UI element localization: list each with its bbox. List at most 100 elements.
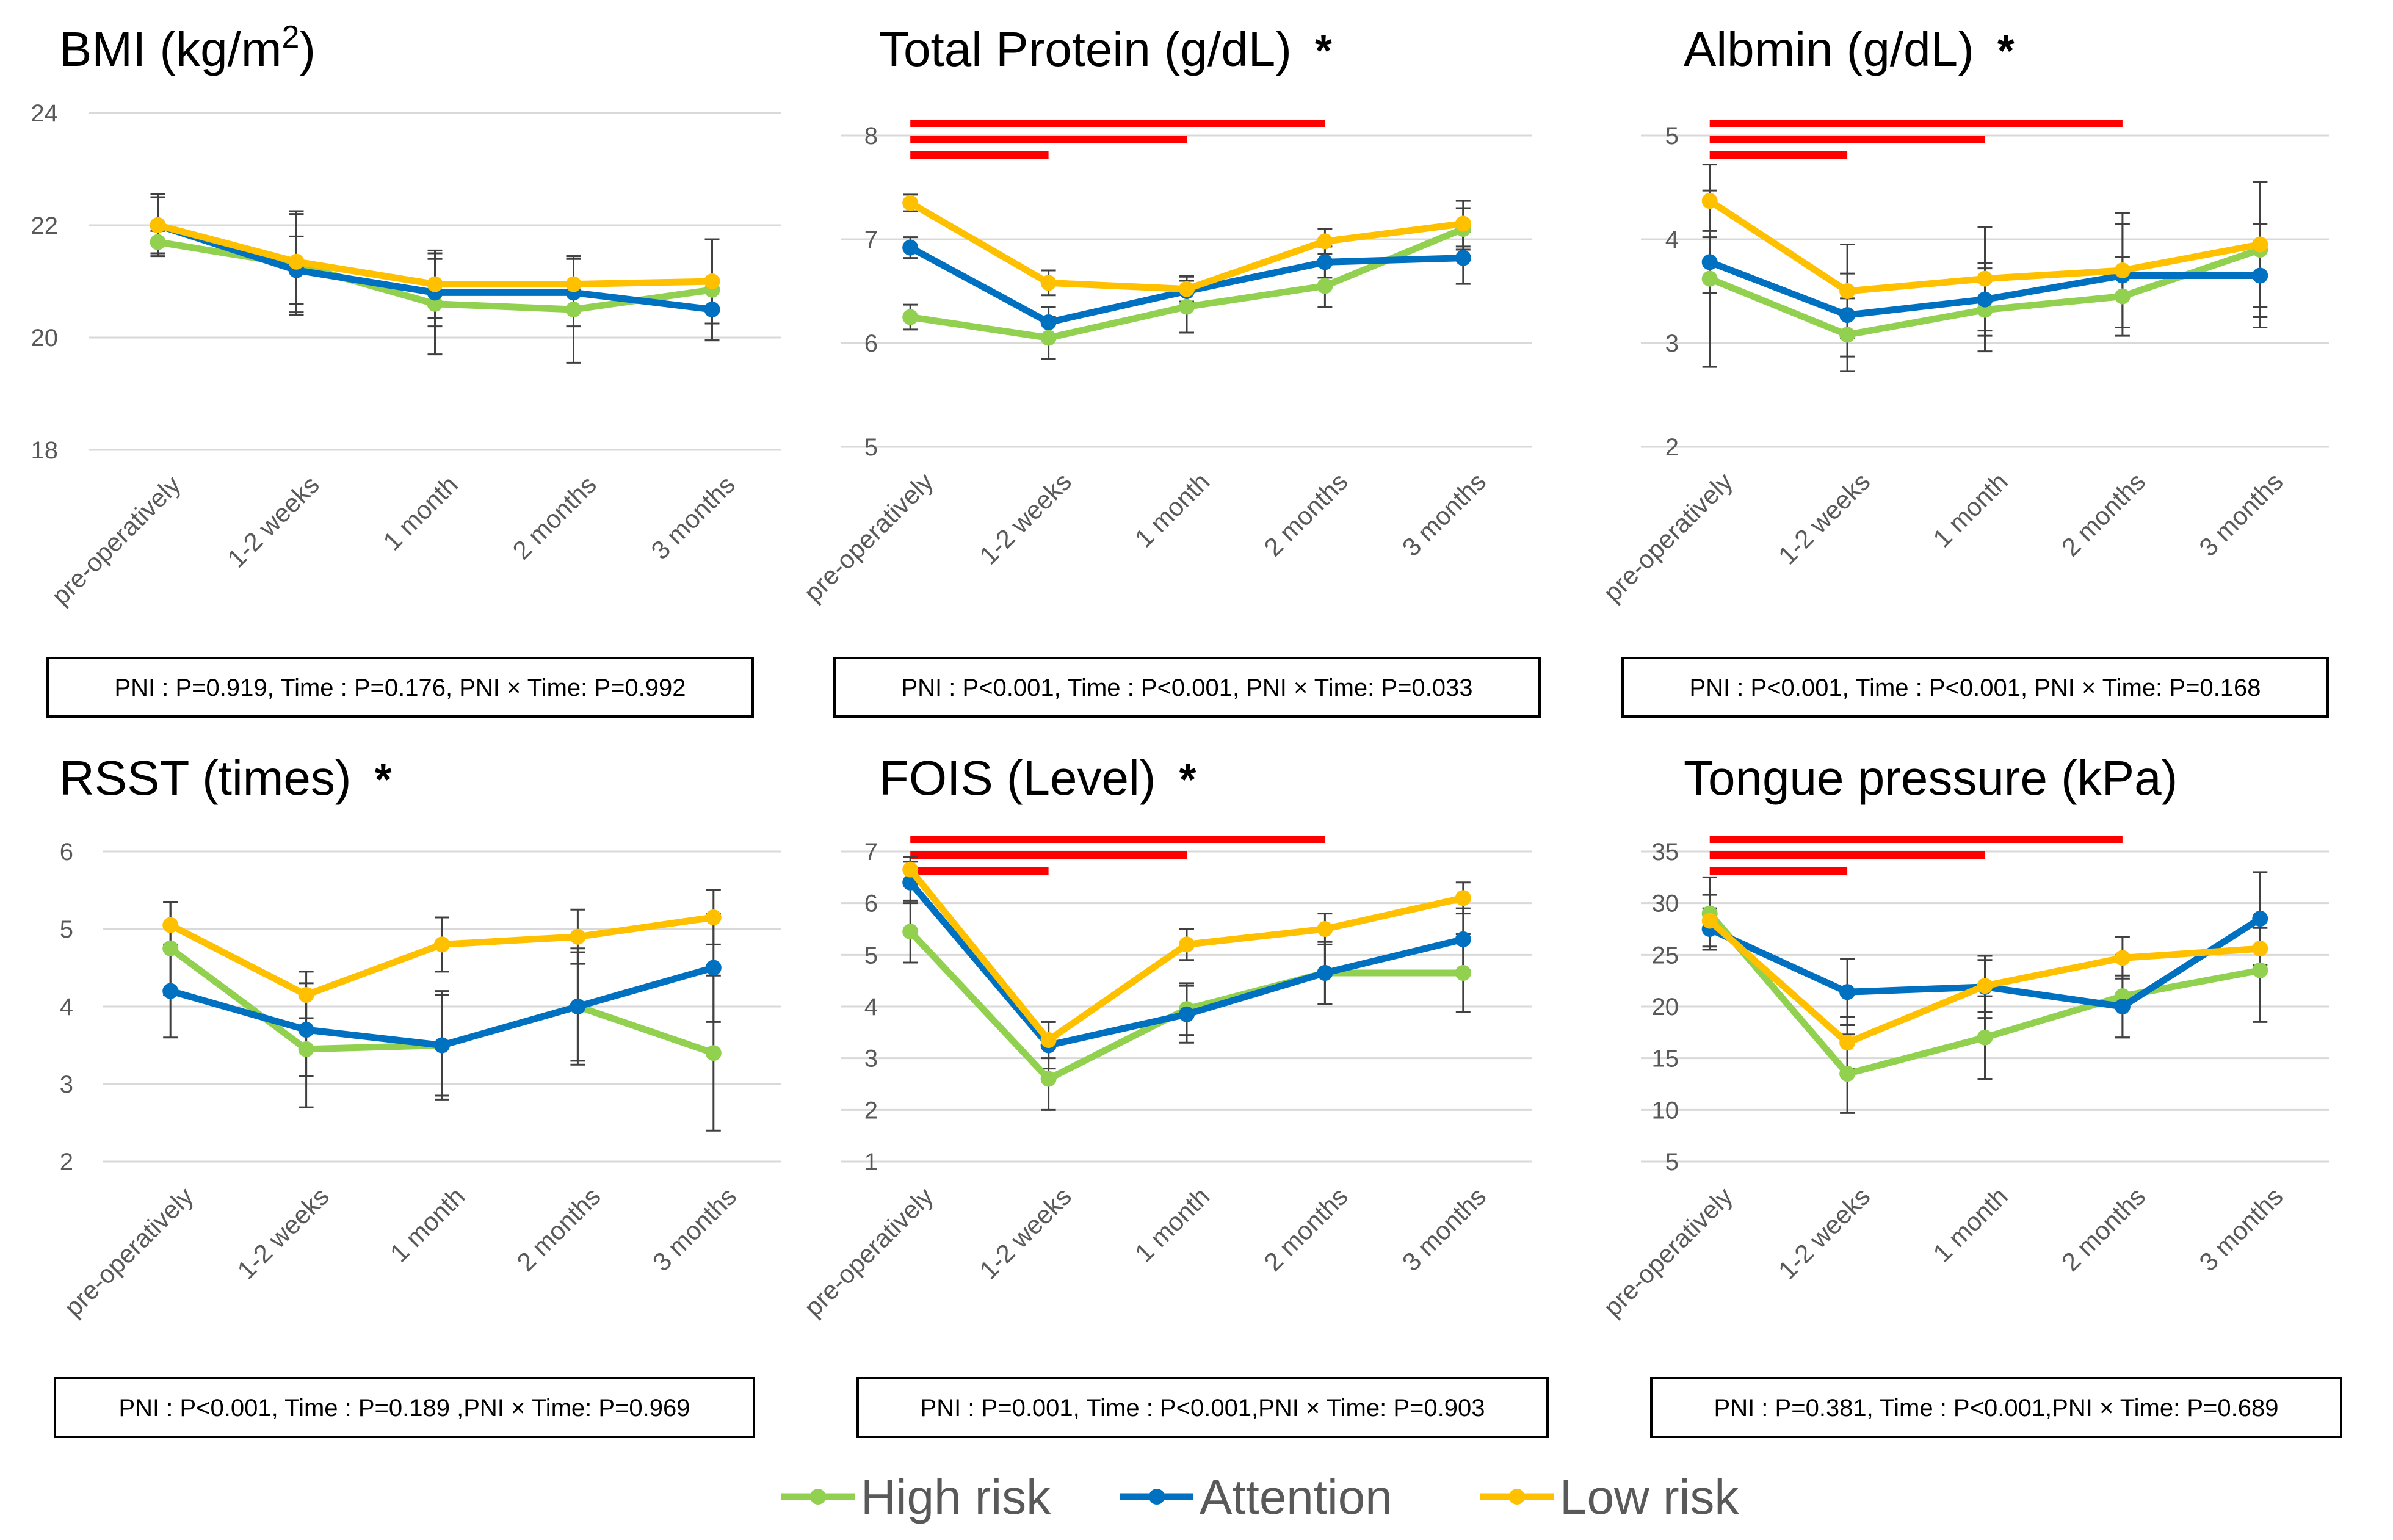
data-point (1839, 307, 1856, 324)
legend-label: Low risk (1560, 1470, 1739, 1524)
y-tick-label: 4 (60, 994, 73, 1021)
data-point (150, 217, 166, 233)
significance-star: * (1315, 27, 1332, 76)
stats-text: PNI : P=0.381, Time : P<0.001,PNI × Time… (1714, 1395, 2279, 1422)
data-point (1040, 1071, 1057, 1087)
data-point (1839, 984, 1856, 1000)
data-point (1701, 254, 1718, 270)
y-tick-label: 5 (864, 434, 878, 461)
stats-box (46, 657, 754, 718)
data-point (1839, 327, 1856, 343)
data-point (1977, 270, 1993, 287)
stats-box (833, 657, 1541, 718)
chart-title: RSST (times) (59, 751, 352, 805)
x-category-label: 1 month (377, 470, 463, 556)
x-category-label: pre-operatively (798, 1182, 939, 1322)
data-point (1040, 330, 1057, 346)
y-tick-label: 2 (60, 1149, 73, 1176)
x-category-label: 1-2 weeks (222, 470, 325, 573)
stats-text: PNI : P=0.001, Time : P<0.001,PNI × Time… (921, 1395, 1485, 1422)
data-point (704, 302, 720, 317)
data-point (565, 276, 582, 292)
y-tick-label: 7 (864, 226, 878, 253)
y-tick-label: 35 (1652, 839, 1679, 866)
data-point (427, 276, 443, 292)
data-point (570, 999, 586, 1014)
data-point (1317, 233, 1333, 250)
y-tick-label: 7 (864, 839, 878, 866)
data-point (1839, 283, 1856, 299)
title-tail: ) (299, 22, 316, 76)
x-category-label: pre-operatively (46, 470, 186, 610)
data-point (1701, 193, 1718, 209)
data-point (2252, 267, 2268, 284)
data-point (1455, 890, 1471, 906)
data-point (1179, 281, 1195, 297)
stats-box (54, 1377, 755, 1438)
x-category-label: pre-operatively (59, 1182, 199, 1322)
legend-marker (1149, 1489, 1165, 1505)
x-category-label: 3 months (1397, 1182, 1491, 1276)
stats-box (1650, 1377, 2342, 1438)
data-point (1040, 314, 1057, 330)
data-point (1179, 1006, 1195, 1022)
chart-panel-6: Tongue pressure (kPa) 5 10 15 20 25 30 35 pre-op… (1598, 751, 2342, 1438)
data-point (2114, 288, 2131, 305)
data-point (1179, 298, 1195, 315)
data-point (1179, 936, 1195, 953)
x-category-label: 1 month (1129, 467, 1215, 553)
data-point (434, 1037, 450, 1054)
data-point (2114, 950, 2131, 966)
chart-panel-3: Albmin (g/dL) * 2 3 4 5 pre-operatively 1-2 wee… (1598, 22, 2329, 718)
data-point (1040, 1032, 1057, 1049)
stats-text: PNI : P<0.001, Time : P=0.189 ,PNI × Tim… (118, 1395, 690, 1422)
x-category-label: 2 months (2056, 467, 2151, 562)
x-category-label: 2 months (507, 470, 601, 565)
data-point (1317, 964, 1333, 981)
data-point (705, 1045, 722, 1061)
x-category-label: 2 months (1258, 1182, 1353, 1276)
data-point (1701, 270, 1718, 287)
chart-title: Albmin (g/dL) (1684, 22, 1974, 76)
data-point (902, 195, 919, 211)
data-point (427, 295, 443, 312)
chart-panel-2: Total Protein (g/dL) * 5 6 7 8 pre-operatively… (798, 22, 1541, 718)
data-point (705, 960, 722, 976)
x-category-label: 1 month (1927, 1182, 2013, 1268)
data-point (150, 234, 166, 250)
y-tick-label: 22 (31, 212, 59, 239)
y-tick-label: 6 (864, 330, 878, 357)
x-category-label: 3 months (2193, 467, 2288, 562)
data-point (1977, 291, 1993, 308)
data-point (298, 1022, 314, 1038)
chart-title: FOIS (Level) (879, 751, 1156, 805)
x-category-label: 1 month (1927, 467, 2013, 553)
y-tick-label: 25 (1652, 942, 1679, 969)
data-point (2252, 236, 2268, 253)
data-point (2114, 999, 2131, 1014)
data-point (1040, 275, 1057, 291)
stats-box (856, 1377, 1549, 1438)
data-point (2252, 911, 2268, 927)
y-tick-label: 5 (1665, 1149, 1679, 1176)
y-tick-label: 5 (864, 942, 878, 969)
data-point (1839, 1066, 1856, 1082)
y-tick-label: 20 (31, 325, 59, 352)
y-tick-label: 24 (31, 100, 59, 127)
y-tick-label: 3 (864, 1046, 878, 1072)
legend-marker (1509, 1489, 1525, 1505)
y-tick-label: 4 (864, 994, 878, 1021)
data-point (565, 302, 582, 317)
chart-panel-4: RSST (times) * 2 3 4 5 6 pre-operatively 1-2 wee… (54, 751, 781, 1438)
data-point (1701, 913, 1718, 929)
stats-box (1621, 657, 2329, 718)
x-category-label: 1-2 weeks (231, 1182, 335, 1285)
data-point (705, 909, 722, 925)
x-category-label: 1-2 weeks (1773, 1182, 1876, 1285)
data-point (1317, 278, 1333, 294)
y-tick-label: 2 (864, 1097, 878, 1124)
chart-panel-1: BMI (kg/m2) 18 20 22 24 pre-operatively 1-2 we… (31, 20, 781, 718)
x-category-label: 1 month (385, 1182, 471, 1268)
data-point (902, 239, 919, 256)
